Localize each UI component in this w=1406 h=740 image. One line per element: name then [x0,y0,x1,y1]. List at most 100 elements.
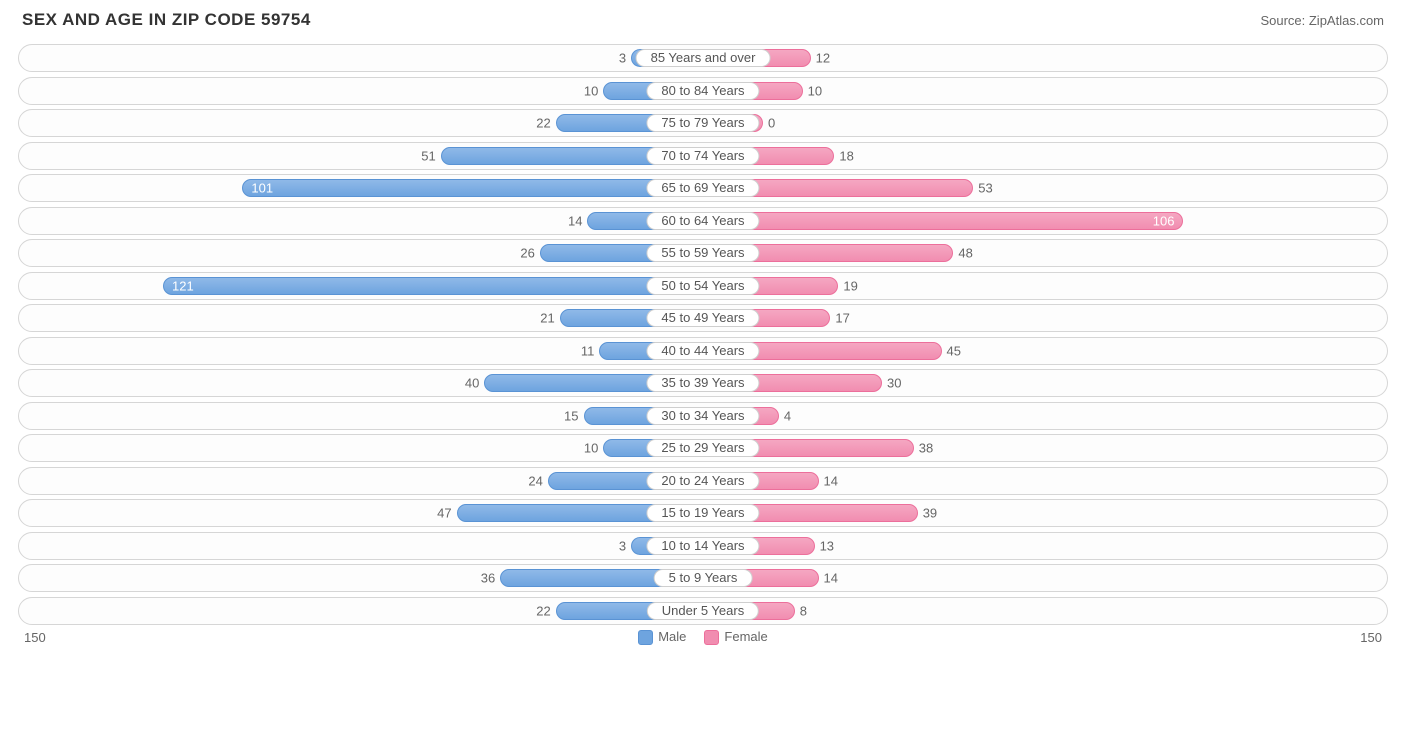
age-group-label: 15 to 19 Years [646,504,759,522]
female-half: 12 [703,45,1387,71]
female-half: 48 [703,240,1387,266]
pyramid-row: 10 38 25 to 29 Years [18,434,1388,462]
pyramid-row: 10 10 80 to 84 Years [18,77,1388,105]
female-value: 19 [843,278,857,293]
age-group-label: Under 5 Years [647,602,759,620]
age-group-label: 10 to 14 Years [646,537,759,555]
age-group-label: 45 to 49 Years [646,309,759,327]
female-value: 13 [820,538,834,553]
male-half: 121 [19,273,703,299]
female-half: 39 [703,500,1387,526]
age-group-label: 35 to 39 Years [646,374,759,392]
female-value: 8 [800,603,807,618]
female-half: 19 [703,273,1387,299]
pyramid-row: 36145 to 9 Years [18,564,1388,592]
male-swatch-icon [638,630,653,645]
male-half: 14 [19,208,703,234]
pyramid-row: 21 1745 to 49 Years [18,304,1388,332]
pyramid-row: 101 53 65 to 69 Years [18,174,1388,202]
male-half: 22 [19,598,703,624]
female-value: 14 [824,571,838,586]
chart-footer: 150 Male Female 150 [18,629,1388,645]
female-value: 53 [978,181,992,196]
female-swatch-icon [704,630,719,645]
age-group-label: 65 to 69 Years [646,179,759,197]
legend-item-female: Female [704,629,767,645]
female-value: 10 [808,83,822,98]
male-value: 24 [528,473,542,488]
male-half: 24 [19,468,703,494]
female-value: 45 [947,343,961,358]
male-half: 40 [19,370,703,396]
female-half: 30 [703,370,1387,396]
chart-header: SEX AND AGE IN ZIP CODE 59754 Source: Zi… [18,10,1388,30]
male-value: 10 [584,441,598,456]
male-half: 101 [19,175,703,201]
male-value: 101 [251,181,273,196]
female-half: 13 [703,533,1387,559]
female-half: 17 [703,305,1387,331]
age-group-label: 50 to 54 Years [646,277,759,295]
female-half: 4 [703,403,1387,429]
legend-female-label: Female [724,629,767,644]
pyramid-row: 121 19 50 to 54 Years [18,272,1388,300]
pyramid-row: 40 3035 to 39 Years [18,369,1388,397]
female-half: 14 [703,565,1387,591]
male-half: 47 [19,500,703,526]
age-group-label: 30 to 34 Years [646,407,759,425]
male-value: 14 [568,213,582,228]
male-value: 40 [465,376,479,391]
pyramid-row: 22 8 Under 5 Years [18,597,1388,625]
pyramid-row: 15 4 30 to 34 Years [18,402,1388,430]
female-half: 38 [703,435,1387,461]
male-value: 3 [619,51,626,66]
female-value: 0 [768,116,775,131]
legend: Male Female [638,629,768,645]
female-value: 4 [784,408,791,423]
female-value: 18 [839,148,853,163]
female-bar: 106 [703,212,1183,230]
male-value: 10 [584,83,598,98]
pyramid-row: 511870 to 74 Years [18,142,1388,170]
female-value: 38 [919,441,933,456]
male-value: 26 [520,246,534,261]
male-half: 26 [19,240,703,266]
male-half: 21 [19,305,703,331]
axis-max-right: 150 [1360,630,1382,645]
female-half: 45 [703,338,1387,364]
female-value: 14 [824,473,838,488]
male-value: 47 [437,506,451,521]
axis-max-left: 150 [24,630,46,645]
legend-item-male: Male [638,629,686,645]
chart-title: SEX AND AGE IN ZIP CODE 59754 [22,10,311,30]
male-value: 22 [536,603,550,618]
female-value: 39 [923,506,937,521]
male-half: 15 [19,403,703,429]
age-group-label: 85 Years and over [636,49,771,67]
male-half: 10 [19,435,703,461]
male-value: 21 [540,311,554,326]
pyramid-row: 264855 to 59 Years [18,239,1388,267]
age-group-label: 70 to 74 Years [646,147,759,165]
pyramid-row: 3 13 10 to 14 Years [18,532,1388,560]
age-group-label: 25 to 29 Years [646,439,759,457]
female-value: 48 [958,246,972,261]
population-pyramid-chart: 31285 Years and over101080 to 84 Years22… [18,44,1388,625]
pyramid-row: 24 14 20 to 24 Years [18,467,1388,495]
male-bar: 121 [163,277,703,295]
age-group-label: 20 to 24 Years [646,472,759,490]
female-half: 10 [703,78,1387,104]
male-half: 3 [19,533,703,559]
age-group-label: 40 to 44 Years [646,342,759,360]
female-half: 18 [703,143,1387,169]
female-half: 106 [703,208,1387,234]
male-half: 36 [19,565,703,591]
pyramid-row: 22075 to 79 Years [18,109,1388,137]
age-group-label: 80 to 84 Years [646,82,759,100]
age-group-label: 60 to 64 Years [646,212,759,230]
legend-male-label: Male [658,629,686,644]
chart-source: Source: ZipAtlas.com [1260,13,1384,28]
pyramid-row: 11 45 40 to 44 Years [18,337,1388,365]
female-half: 8 [703,598,1387,624]
male-value: 11 [581,343,595,358]
